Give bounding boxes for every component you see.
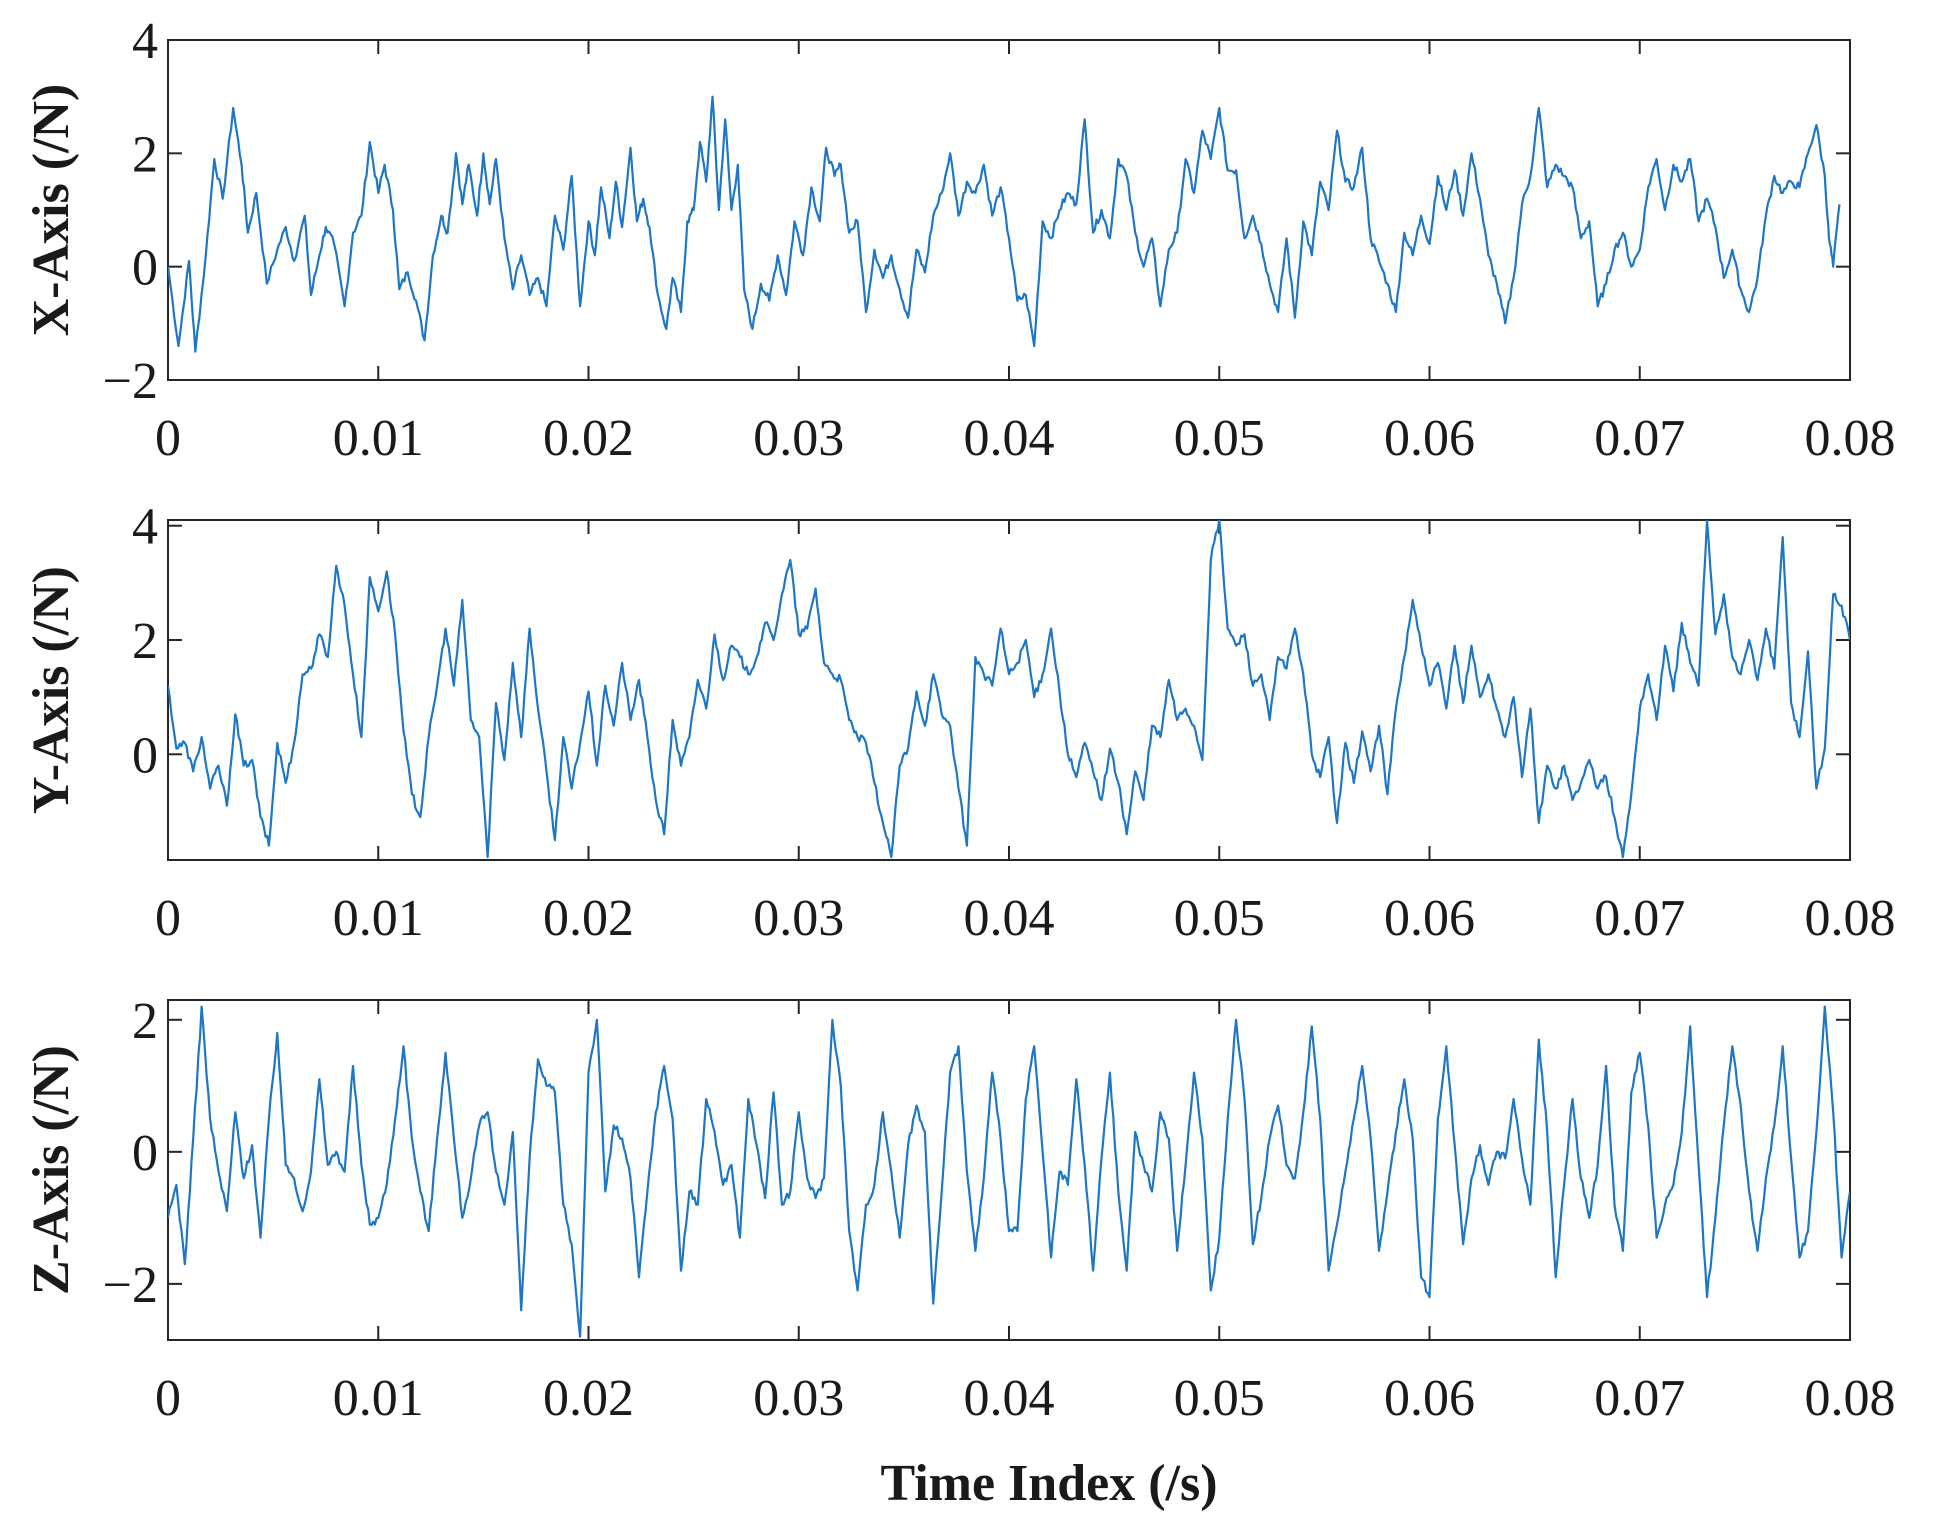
series-line — [168, 520, 1850, 859]
x-tick-label: 0.04 — [964, 410, 1055, 467]
y-tick-label: 2 — [132, 993, 158, 1050]
x-tick-label: 0.04 — [964, 1370, 1055, 1427]
x-tick-label: 0.03 — [753, 890, 844, 947]
x-tick-label: 0 — [155, 890, 181, 947]
y-axis-label: X-Axis (/N) — [23, 84, 80, 337]
x-tick-label: 0.07 — [1594, 410, 1685, 467]
x-tick-label: 0 — [155, 1370, 181, 1427]
y-tick-label: 4 — [132, 13, 158, 70]
y-tick-label: 4 — [132, 499, 158, 556]
x-tick-label: 0.06 — [1384, 410, 1475, 467]
y-tick-label: 2 — [132, 126, 158, 183]
x-tick-label: 0.02 — [543, 1370, 634, 1427]
x-tick-label: 0.03 — [753, 1370, 844, 1427]
x-tick-label: 0.08 — [1805, 890, 1896, 947]
x-tick-label: 0.06 — [1384, 890, 1475, 947]
subplot-1: 0 0.01 0.02 0.03 0.04 0.05 0.06 0.07 0.08−2024X-… — [23, 13, 1896, 467]
x-tick-label: 0.01 — [333, 890, 424, 947]
x-tick-label: 0 — [155, 410, 181, 467]
x-tick-label: 0.04 — [964, 890, 1055, 947]
y-tick-label: 0 — [132, 1125, 158, 1182]
x-tick-label: 0.08 — [1805, 1370, 1896, 1427]
y-tick-label: 2 — [132, 613, 158, 670]
x-axis-label: Time Index (/s) — [880, 1455, 1217, 1512]
series-line — [168, 95, 1841, 353]
y-axis-label: Y-Axis (/N) — [23, 566, 80, 814]
x-tick-label: 0.01 — [333, 1370, 424, 1427]
x-tick-label: 0.03 — [753, 410, 844, 467]
x-tick-label: 0.08 — [1805, 410, 1896, 467]
x-tick-label: 0.07 — [1594, 890, 1685, 947]
x-tick-label: 0.02 — [543, 890, 634, 947]
x-tick-label: 0.05 — [1174, 410, 1265, 467]
series-line — [168, 1005, 1850, 1338]
x-tick-label: 0.01 — [333, 410, 424, 467]
x-tick-label: 0.02 — [543, 410, 634, 467]
x-tick-label: 0.07 — [1594, 1370, 1685, 1427]
y-tick-label: 0 — [132, 727, 158, 784]
subplot-2: 0 0.01 0.02 0.03 0.04 0.05 0.06 0.07 0.08 0 2 4 Y-Ax… — [23, 499, 1896, 947]
y-tick-label: 0 — [132, 240, 158, 297]
subplot-panels: 0 0.01 0.02 0.03 0.04 0.05 0.06 0.07 0.08−2024X-… — [23, 13, 1896, 1427]
y-axis-label: Z-Axis (/N) — [23, 1045, 80, 1295]
x-tick-label: 0.05 — [1174, 1370, 1265, 1427]
subplot-3: 0 0.01 0.02 0.03 0.04 0.05 0.06 0.07 0.08 −2 0 2 Z-A… — [23, 993, 1896, 1427]
x-tick-label: 0.05 — [1174, 890, 1265, 947]
y-tick-label: −2 — [103, 353, 158, 410]
x-tick-label: 0.06 — [1384, 1370, 1475, 1427]
y-tick-label: −2 — [103, 1257, 158, 1314]
